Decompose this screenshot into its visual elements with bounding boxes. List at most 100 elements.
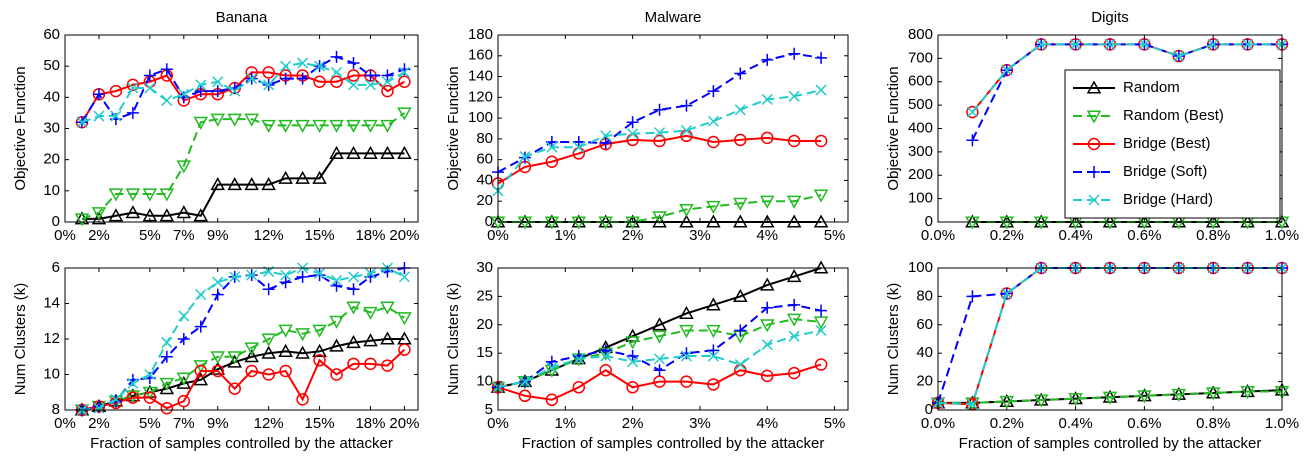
data-point — [296, 270, 309, 283]
data-point — [1033, 394, 1049, 408]
data-point — [108, 188, 124, 202]
data-point — [398, 75, 411, 88]
data-point — [176, 375, 192, 389]
data-point — [330, 368, 343, 381]
data-point — [627, 356, 639, 368]
x-axis-label: Fraction of samples controlled by the at… — [522, 435, 825, 452]
y-tick-label: 300 — [908, 143, 933, 160]
x-tick-label: 0.0% — [921, 227, 955, 244]
chart-title: Banana — [216, 9, 268, 26]
data-point — [195, 79, 207, 91]
data-point — [653, 103, 666, 116]
data-point — [544, 216, 560, 230]
data-point — [330, 50, 343, 63]
data-point — [109, 84, 123, 98]
data-point — [92, 88, 105, 101]
data-point — [679, 305, 694, 319]
y-tick-label: 10 — [43, 182, 60, 199]
y-axis-label: Objective Function — [885, 66, 902, 190]
data-point — [347, 357, 360, 371]
data-point — [227, 177, 242, 191]
data-point — [652, 214, 667, 228]
data-point — [788, 90, 800, 102]
data-point — [1137, 390, 1152, 404]
data-point — [813, 260, 829, 274]
data-point — [627, 128, 639, 140]
data-point — [245, 364, 258, 378]
data-point — [178, 88, 190, 100]
y-tick-label: 80 — [476, 130, 493, 147]
data-point — [364, 69, 377, 82]
data-point — [625, 216, 640, 230]
data-point — [707, 344, 720, 357]
data-point — [813, 316, 829, 330]
data-point — [126, 391, 140, 404]
x-tick-label: 4% — [756, 415, 778, 432]
y-tick-label: 100 — [468, 109, 493, 126]
x-tick-label: 0.8% — [1196, 227, 1230, 244]
y-tick-label: 0 — [52, 213, 60, 230]
x-tick-label: 2% — [88, 227, 110, 244]
data-point — [966, 134, 979, 147]
data-point — [212, 76, 224, 88]
y-axis-label: Num Clusters (k) — [445, 283, 462, 396]
data-point — [815, 51, 828, 64]
legend-marker — [1087, 137, 1101, 151]
data-point — [572, 350, 585, 363]
data-point — [312, 170, 327, 184]
data-point — [759, 214, 775, 228]
data-point — [733, 288, 748, 302]
data-point — [144, 368, 156, 381]
y-tick-label: 60 — [916, 316, 933, 333]
data-point — [1070, 38, 1082, 50]
data-point — [194, 364, 208, 378]
data-point — [1242, 38, 1254, 50]
data-point — [734, 359, 746, 371]
data-point — [346, 145, 361, 159]
data-point — [652, 211, 667, 225]
data-point — [143, 69, 156, 82]
data-point — [380, 331, 395, 345]
x-tick-label: 0.0% — [921, 415, 955, 432]
x-tick-label: 7% — [173, 227, 195, 244]
data-point — [313, 354, 326, 367]
data-point — [1068, 393, 1083, 407]
y-tick-label: 30 — [476, 259, 493, 276]
plot-frame — [497, 34, 849, 223]
data-point — [599, 137, 612, 150]
data-point — [546, 141, 558, 153]
x-tick-label: 5% — [139, 227, 161, 244]
data-point — [347, 79, 360, 91]
data-point — [815, 324, 827, 337]
y-axis-label: Objective Function — [445, 66, 462, 190]
y-tick-label: 15 — [476, 344, 493, 361]
data-point — [1001, 288, 1013, 300]
data-point — [296, 393, 309, 406]
data-point — [599, 363, 612, 377]
data-point — [787, 134, 801, 148]
plot-area — [498, 35, 848, 222]
data-point — [598, 216, 613, 230]
data-point — [380, 301, 395, 315]
data-point — [761, 301, 774, 314]
data-point — [125, 188, 141, 202]
data-point — [600, 350, 612, 362]
data-point — [786, 195, 802, 209]
data-point — [195, 289, 207, 301]
data-point — [244, 177, 259, 191]
data-point — [786, 313, 802, 327]
data-point — [295, 328, 310, 342]
x-tick-label: 3% — [689, 415, 711, 432]
data-point — [363, 333, 378, 347]
y-tick-label: 10 — [476, 373, 493, 390]
data-point — [1205, 387, 1221, 401]
data-point — [999, 395, 1015, 410]
data-point — [347, 283, 360, 296]
x-tick-label: 20% — [389, 227, 419, 244]
data-point — [261, 119, 276, 133]
y-tick-label: 50 — [43, 57, 60, 74]
data-point — [93, 402, 105, 414]
y-tick-label: 40 — [43, 88, 60, 105]
x-tick-label: 1% — [554, 227, 576, 244]
data-point — [347, 271, 360, 283]
